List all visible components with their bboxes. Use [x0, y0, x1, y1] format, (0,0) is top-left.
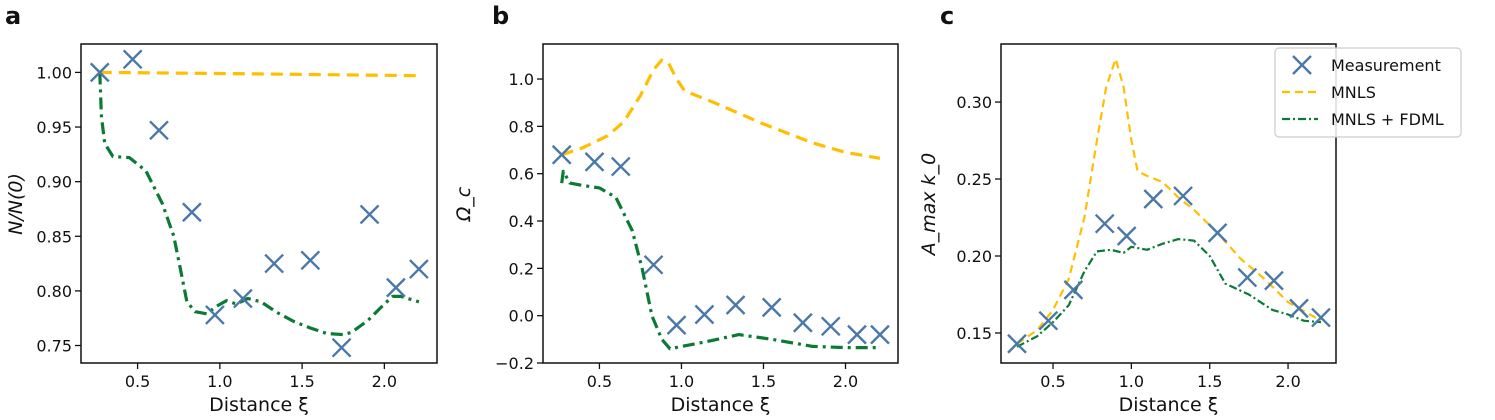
- panel-label: c: [940, 2, 954, 30]
- y-axis-label: Ω_c: [453, 186, 475, 222]
- measurement-point: [551, 144, 572, 165]
- measurement-point: [386, 277, 406, 298]
- y-axis-label: A_max k_0: [918, 153, 940, 258]
- panel-label: b: [492, 2, 509, 30]
- y-tick-label: 0.8: [509, 117, 534, 136]
- measurement-point: [300, 250, 321, 271]
- x-axis-label: Distance ξ: [671, 394, 771, 416]
- measurement-point: [610, 156, 631, 177]
- plot-area: [560, 58, 881, 351]
- measurement-point: [1289, 298, 1309, 319]
- y-tick-label: 0.2: [509, 259, 534, 278]
- legend-box: [1274, 47, 1462, 138]
- x-tick-label: 1.5: [289, 372, 314, 391]
- measurement-point: [1007, 333, 1027, 354]
- measurement-point: [1264, 270, 1284, 291]
- y-tick-label: 0.20: [956, 247, 992, 266]
- measurement-point: [725, 295, 746, 315]
- axes-frame: [542, 43, 899, 364]
- panel-a: a 0.5 1.0 1.5 2.0 0.75 0.80 0.85 0.90 0.95 1.00 Dis…: [5, 2, 438, 416]
- y-tick-label: 0.75: [36, 337, 72, 356]
- plot-area: [98, 70, 420, 337]
- y-tick-label: 0.90: [36, 173, 72, 192]
- y-tick-label: 1.00: [36, 63, 72, 82]
- y-axis-label: N/N(0): [5, 173, 27, 235]
- measurement-point: [761, 297, 782, 318]
- legend-label: Measurement: [1331, 56, 1441, 75]
- measurement-point: [643, 254, 664, 275]
- measurement-point: [1311, 307, 1331, 328]
- measurement-point: [793, 312, 813, 333]
- y-tick-label: 0.30: [956, 93, 992, 112]
- measurement-point: [359, 204, 380, 225]
- measurement-point: [694, 304, 715, 325]
- panel-label: a: [5, 2, 21, 30]
- y-tick-label: 0.95: [36, 118, 72, 137]
- axes-frame: [1000, 43, 1337, 364]
- measurement-point: [89, 62, 110, 83]
- y-tick-label: 1.0: [509, 70, 534, 89]
- measurement-point: [1143, 189, 1164, 209]
- measurement-point: [1237, 267, 1258, 288]
- x-axis-label: Distance ξ: [1119, 394, 1219, 416]
- measurement-point: [1094, 213, 1115, 234]
- measurement-point: [122, 49, 143, 70]
- mnls-line: [1016, 57, 1322, 345]
- measurement-point: [1116, 226, 1137, 246]
- mnls-line: [561, 58, 881, 160]
- x-tick-label: 1.0: [207, 372, 232, 391]
- measurement-point: [331, 337, 352, 358]
- y-tick-label: −0.2: [495, 354, 534, 373]
- x-axis-label: Distance ξ: [209, 394, 309, 416]
- x-tick-label: 2.0: [1275, 372, 1300, 391]
- panel-b: b 0.5 1.0 1.5 2.0 −0.2 0.0 0.2 0.4 0.6 0.8 1.0 Dista…: [453, 2, 899, 416]
- x-tick-label: 0.5: [125, 372, 150, 391]
- legend-label: MNLS: [1331, 83, 1376, 102]
- y-tick-label: 0.4: [509, 212, 534, 231]
- y-tick-label: 0.0: [509, 307, 534, 326]
- measurement-point: [666, 315, 687, 335]
- x-tick-label: 0.5: [587, 372, 612, 391]
- y-tick-label: 0.80: [36, 282, 72, 301]
- x-tick-label: 1.5: [751, 372, 776, 391]
- plot-area: [1016, 57, 1322, 348]
- legend-measurement-icon: [1292, 55, 1312, 75]
- measurement-point: [820, 316, 841, 337]
- measurement-point: [205, 305, 225, 325]
- mnls-fdml-line: [560, 169, 880, 351]
- y-tick-label: 0.15: [956, 324, 992, 343]
- measurement-point: [149, 120, 169, 141]
- measurement-point: [1207, 223, 1228, 243]
- mnls-fdml-line: [1016, 238, 1322, 348]
- measurement-point: [409, 259, 429, 279]
- measurement-point: [1173, 186, 1193, 206]
- y-tick-label: 0.85: [36, 227, 72, 246]
- measurement-point: [233, 288, 253, 309]
- y-tick-label: 0.25: [956, 170, 992, 189]
- x-tick-label: 2.0: [372, 372, 397, 391]
- measurement-point: [1063, 280, 1084, 300]
- measurement-point: [264, 253, 284, 274]
- measurement-point: [1038, 310, 1059, 331]
- axes-frame: [80, 43, 438, 364]
- measurement-point: [847, 324, 867, 345]
- panel-c: c 0.5 1.0 1.5 2.0 0.15 0.20 0.25 0.30 Distance ξ A…: [918, 2, 1337, 416]
- legend: Measurement MNLS MNLS + FDML: [1274, 47, 1462, 138]
- mnls-fdml-line: [98, 72, 420, 337]
- x-tick-label: 1.0: [1119, 372, 1144, 391]
- mnls-line: [99, 70, 419, 78]
- measurement-point: [584, 152, 605, 172]
- x-tick-label: 2.0: [833, 372, 858, 391]
- x-tick-label: 0.5: [1040, 372, 1065, 391]
- measurement-point: [870, 324, 890, 345]
- y-tick-label: 0.6: [509, 165, 534, 184]
- measurement-point: [182, 202, 202, 223]
- x-tick-label: 1.0: [669, 372, 694, 391]
- legend-label: MNLS + FDML: [1331, 110, 1444, 129]
- x-tick-label: 1.5: [1197, 372, 1222, 391]
